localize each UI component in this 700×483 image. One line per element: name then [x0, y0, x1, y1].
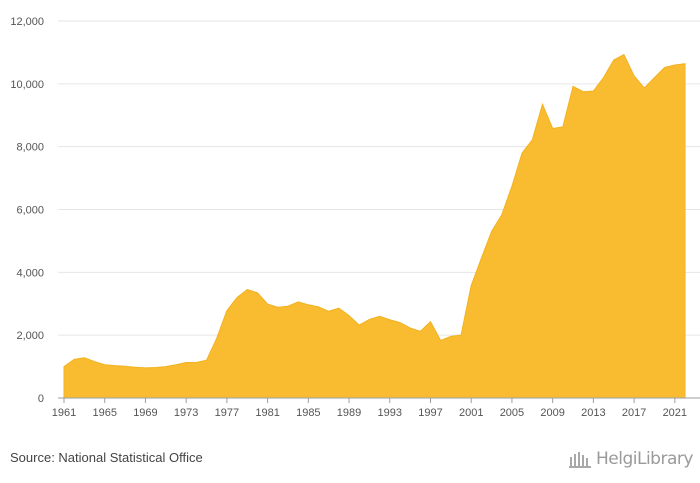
brand-name: HelgiLibrary — [596, 449, 693, 469]
x-tick-label: 1981 — [255, 407, 279, 419]
x-tick-label: 1969 — [133, 407, 157, 419]
x-tick-label: 1985 — [296, 407, 320, 419]
y-tick-label: 0 — [38, 393, 44, 405]
x-tick-label: 2005 — [500, 407, 524, 419]
x-tick-label: 2001 — [459, 407, 483, 419]
x-tick-label: 2013 — [581, 407, 605, 419]
x-tick-label: 2017 — [622, 407, 646, 419]
area-series — [63, 53, 686, 399]
source-note: Source: National Statistical Office — [10, 450, 203, 465]
series-layer — [63, 53, 686, 399]
x-axis: 1961 1965 1969 1973 1977 1981 1985 1989 1993 1997… — [52, 397, 700, 419]
x-tick-label: 1989 — [337, 407, 361, 419]
y-tick-label: 8,000 — [16, 142, 44, 154]
x-tick-label: 1973 — [174, 407, 198, 419]
x-tick-label: 1993 — [378, 407, 402, 419]
x-tick-label: 1961 — [52, 407, 76, 419]
x-tick-label: 1965 — [92, 407, 116, 419]
x-tick-label: 1977 — [215, 407, 239, 419]
y-tick-label: 12,000 — [10, 16, 44, 28]
y-tick-label: 2,000 — [16, 330, 44, 342]
y-tick-label: 4,000 — [16, 267, 44, 279]
x-tick-label: 1997 — [418, 407, 442, 419]
y-axis: 0 2,000 4,000 6,000 8,000 10,000 12,000 — [10, 16, 44, 405]
library-columns-icon — [569, 452, 591, 468]
y-tick-label: 6,000 — [16, 205, 44, 217]
y-tick-label: 10,000 — [10, 79, 44, 91]
brand-logo[interactable]: HelgiLibrary — [568, 446, 694, 472]
x-tick-label: 2009 — [540, 407, 564, 419]
x-tick-label: 2021 — [663, 407, 687, 419]
